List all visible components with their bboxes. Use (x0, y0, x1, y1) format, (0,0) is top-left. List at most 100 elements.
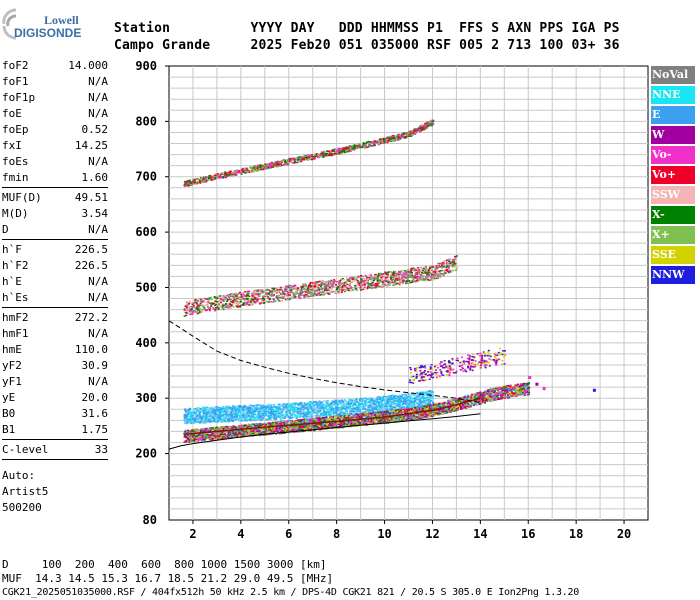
echo-point (266, 408, 269, 410)
echo-point (303, 407, 306, 410)
echo-point (224, 415, 227, 417)
echo-point (218, 411, 221, 414)
echo-point (203, 412, 206, 414)
param-value: 226.5 (74, 243, 108, 256)
echo-point (226, 407, 229, 409)
echo-point (382, 406, 385, 409)
echo-point (402, 406, 405, 408)
echo-point (284, 406, 287, 409)
echo-point (341, 399, 344, 401)
echo-point (346, 407, 349, 409)
param-label: fxI (2, 139, 22, 152)
echo-point (324, 400, 327, 403)
param-value: N/A (88, 75, 108, 88)
echo-point (397, 407, 400, 410)
echo-point (290, 403, 293, 405)
echo-point (399, 407, 402, 409)
echo-point (387, 404, 390, 407)
param-value: N/A (88, 107, 108, 120)
echo-point (331, 407, 334, 410)
echo-point (204, 406, 207, 409)
param-label: foF2 (2, 59, 29, 72)
logo-line2: DIGISONDE (14, 26, 81, 40)
echo-point (257, 412, 260, 415)
param-value: N/A (88, 223, 108, 236)
echo-point (219, 413, 222, 415)
echo-point (187, 413, 190, 415)
x-tick-label: 14 (473, 527, 487, 541)
param-value: 1.75 (81, 423, 109, 436)
echo-point (305, 413, 308, 415)
param-value: 110.0 (74, 343, 108, 356)
echo-point (322, 412, 325, 415)
echo-point (408, 400, 411, 402)
echo-point (247, 411, 250, 413)
param-group-profile: hmF2 272.2 hmF1 N/A hmE 110.0 yF2 30.9 yF1 N/A yE 2… (2, 310, 108, 438)
param-label: hmF1 (2, 327, 29, 340)
echo-point (282, 403, 285, 405)
echo-point (403, 396, 406, 399)
param-row: hmF2 272.2 (2, 310, 108, 326)
echo-point (359, 401, 362, 403)
echo-point (215, 413, 218, 416)
echo-point (325, 405, 328, 408)
echo-point (332, 415, 335, 417)
echo-point (243, 419, 246, 422)
echo-point (274, 405, 277, 408)
param-label: foEs (2, 155, 29, 168)
echo-point (338, 399, 341, 402)
echo-point (366, 397, 369, 400)
echo-point (341, 405, 344, 407)
echo-point (248, 408, 251, 410)
echo-point (254, 419, 257, 421)
echo-point (360, 401, 363, 403)
echo-point (301, 416, 304, 418)
echo-point (259, 405, 262, 408)
echo-point (365, 404, 368, 406)
echo-point (269, 407, 272, 409)
echo-point (400, 395, 403, 397)
echo-point (313, 403, 316, 406)
echo-point (325, 403, 328, 405)
echo-point (195, 412, 198, 414)
echo-point (336, 403, 339, 405)
echo-point (424, 394, 427, 396)
echo-point (279, 408, 282, 410)
echo-point (266, 418, 269, 421)
echo-point (254, 404, 257, 407)
echo-point (355, 411, 358, 414)
echo-point (245, 407, 248, 410)
echo-point (357, 401, 360, 403)
echo-point (209, 407, 212, 409)
echo-point (296, 414, 299, 416)
echo-point (210, 410, 213, 413)
echo-point (194, 413, 197, 416)
echo-point (362, 411, 365, 413)
echo-point (347, 403, 350, 405)
echo-point (250, 417, 253, 419)
echo-point (282, 406, 285, 409)
echo-point (299, 402, 302, 404)
echo-point (303, 402, 306, 404)
echo-point (227, 405, 230, 408)
echo-point (273, 410, 276, 413)
echo-point (295, 407, 298, 410)
echo-point (315, 401, 318, 404)
echo-point (352, 411, 355, 414)
echo-point (379, 396, 382, 398)
echo-point (233, 418, 236, 420)
parameter-panel: foF2 14.000 foF1 N/A foF1p N/A foE N/A foEp 0.52 f… (2, 58, 108, 516)
echo-point (268, 417, 271, 419)
echo-point (279, 403, 282, 406)
echo-point (190, 411, 193, 414)
echo-point (423, 403, 426, 405)
echo-point (309, 416, 312, 418)
echo-point (248, 410, 251, 412)
echo-point (371, 403, 374, 405)
echo-point (373, 407, 376, 409)
echo-point (230, 412, 233, 414)
echo-point (343, 406, 346, 408)
echo-point (199, 421, 202, 423)
echo-point (266, 414, 269, 417)
echo-point (373, 405, 376, 407)
